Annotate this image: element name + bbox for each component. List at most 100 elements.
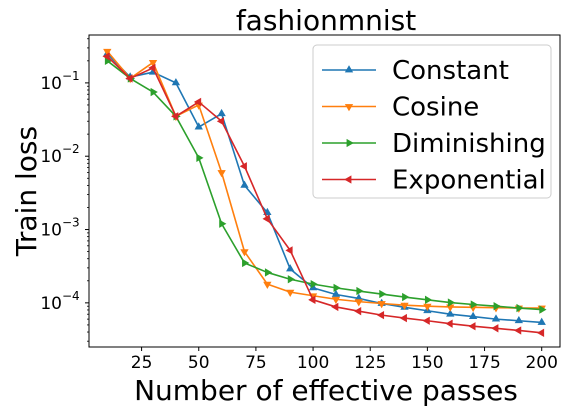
data-point-exponential: [536, 328, 545, 337]
y-tick-label: 10: [40, 294, 62, 314]
legend-label-cosine: Cosine: [392, 93, 479, 123]
data-point-diminishing: [150, 87, 158, 97]
x-axis: 25 50 75 100 125 150 175 200: [131, 347, 558, 373]
data-point-constant: [491, 314, 501, 322]
y-tick-base: 10: [40, 221, 62, 241]
y-tick-exponent: −1: [62, 69, 80, 83]
data-point-cosine: [240, 249, 249, 257]
data-point-exponential: [285, 246, 293, 255]
legend-label-constant: Constant: [392, 56, 509, 86]
data-point-constant: [537, 317, 546, 325]
data-point-cosine: [400, 302, 409, 310]
y-tick-base: 10: [40, 147, 62, 167]
y-tick-exponent: −4: [62, 289, 80, 303]
data-point-exponential: [422, 316, 430, 325]
data-point-constant: [217, 108, 226, 117]
x-tick-label: 25: [131, 353, 153, 373]
series-diminishing: [104, 56, 547, 314]
data-point-exponential: [262, 214, 270, 223]
series-constant: [103, 48, 546, 325]
data-point-exponential: [239, 162, 247, 171]
legend-marker-diminishing: [346, 138, 354, 148]
data-point-exponential: [445, 319, 453, 328]
data-point-diminishing: [493, 302, 501, 311]
y-tick-base: 10: [40, 294, 62, 314]
data-point-exponential: [102, 52, 110, 61]
data-point-exponential: [193, 97, 202, 107]
data-point-constant: [286, 264, 295, 272]
y-axis: 10−110−210−310−4: [40, 38, 89, 342]
data-point-exponential: [308, 295, 316, 304]
plot-area: [102, 48, 547, 337]
x-tick-label: 50: [188, 353, 210, 373]
series-line-diminishing: [106, 60, 542, 311]
legend-label-diminishing: Diminishing: [392, 129, 546, 159]
data-point-diminishing: [242, 258, 250, 268]
legend-marker-constant: [344, 65, 354, 73]
data-point-exponential: [376, 310, 385, 320]
data-point-cosine: [148, 60, 158, 68]
data-point-constant: [468, 311, 478, 319]
legend-box: [312, 44, 552, 199]
data-point-exponential: [216, 117, 225, 126]
data-point-exponential: [331, 302, 339, 312]
legend: Constant Cosine Diminishing Exponential: [312, 44, 552, 199]
x-axis-title: Number of effective passes: [134, 374, 518, 407]
y-axis-title: Train loss: [10, 126, 43, 257]
data-point-diminishing: [516, 303, 524, 313]
data-point-diminishing: [379, 289, 387, 299]
data-point-constant: [446, 309, 455, 317]
data-point-diminishing: [196, 153, 204, 163]
series-exponential: [102, 52, 545, 337]
legend-marker-cosine: [344, 104, 354, 112]
data-point-diminishing: [287, 275, 295, 284]
data-point-constant: [240, 180, 249, 188]
data-point-constant: [331, 289, 341, 297]
data-point-diminishing: [264, 268, 273, 277]
data-point-constant: [514, 315, 523, 324]
data-point-exponential: [148, 63, 156, 73]
series-line-constant: [106, 53, 542, 324]
y-tick-exponent: −3: [62, 216, 80, 230]
data-point-cosine: [217, 170, 226, 178]
data-point-diminishing: [539, 305, 547, 314]
data-point-exponential: [354, 307, 362, 316]
data-point-diminishing: [356, 286, 364, 296]
data-point-diminishing: [219, 219, 227, 228]
data-point-exponential: [171, 112, 179, 121]
data-point-diminishing: [447, 298, 456, 307]
x-tick-label: 75: [245, 353, 267, 373]
data-point-diminishing: [470, 300, 478, 309]
data-point-diminishing: [333, 283, 341, 293]
y-tick-exponent: −2: [62, 142, 80, 156]
data-point-constant: [194, 122, 203, 130]
y-tick-base: 10: [40, 74, 62, 94]
data-point-diminishing: [424, 295, 433, 304]
data-point-cosine: [103, 48, 112, 57]
y-tick-label: 10: [40, 147, 62, 167]
data-point-cosine: [377, 301, 386, 309]
data-point-diminishing: [310, 279, 318, 289]
data-point-exponential: [491, 324, 499, 333]
data-point-exponential: [468, 322, 476, 331]
data-point-exponential: [514, 326, 522, 335]
x-tick-label: 150: [411, 353, 443, 373]
y-tick-label: 10: [40, 74, 62, 94]
data-point-exponential: [125, 74, 133, 83]
data-point-exponential: [399, 313, 407, 323]
legend-marker-exponential: [344, 175, 352, 184]
chart-title: fashionmnist: [236, 4, 416, 37]
data-point-constant: [171, 78, 181, 86]
x-tick-label: 200: [525, 353, 557, 373]
legend-label-exponential: Exponential: [392, 166, 546, 196]
plot-frame: [88, 34, 561, 348]
y-tick-label: 10: [40, 221, 62, 241]
data-point-cosine: [423, 303, 432, 312]
x-tick-label: 100: [297, 353, 329, 373]
x-tick-label: 125: [354, 353, 386, 373]
data-point-cosine: [286, 289, 295, 297]
data-point-cosine: [354, 299, 363, 307]
data-point-diminishing: [402, 292, 410, 302]
x-tick-label: 175: [468, 353, 500, 373]
